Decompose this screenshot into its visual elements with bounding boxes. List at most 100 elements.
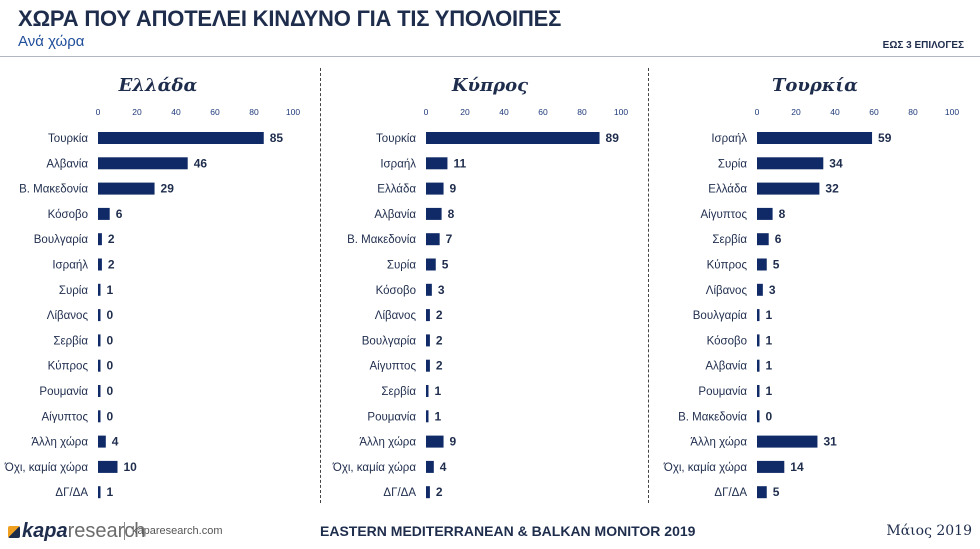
data-label: 31 — [823, 435, 837, 449]
category-label: ΔΓ/ΔΑ — [714, 487, 747, 499]
category-label: Β. Μακεδονία — [19, 184, 88, 196]
category-label: Β. Μακεδονία — [347, 234, 416, 246]
bar — [98, 283, 101, 296]
data-label: 1 — [766, 359, 773, 373]
selection-note: ΕΩΣ 3 ΕΠΙΛΟΓΕΣ — [882, 40, 964, 51]
website-text: kaparesearch.com — [132, 525, 223, 537]
category-label: ΔΓ/ΔΑ — [55, 487, 88, 499]
x-tick-label: 20 — [460, 107, 470, 117]
data-label: 89 — [606, 131, 620, 145]
category-label: Ισραήλ — [711, 133, 747, 145]
bar — [426, 233, 440, 246]
bar — [426, 207, 442, 220]
bar — [757, 207, 773, 220]
bar — [98, 334, 101, 347]
category-label: Ισραήλ — [380, 158, 416, 170]
bar — [757, 157, 824, 170]
chart-title: Ελλάδα — [118, 75, 198, 96]
category-label: Συρία — [387, 260, 416, 272]
bar — [98, 460, 118, 473]
data-label: 5 — [442, 258, 449, 272]
category-label: Άλλη χώρα — [690, 437, 747, 449]
bar — [426, 385, 429, 397]
x-tick-label: 0 — [424, 107, 429, 117]
data-label: 1 — [107, 485, 114, 499]
data-label: 2 — [436, 359, 443, 373]
bar — [426, 258, 436, 271]
data-label: 2 — [108, 232, 115, 246]
data-label: 34 — [829, 156, 843, 170]
data-label: 0 — [107, 384, 114, 398]
x-tick-label: 40 — [830, 107, 840, 117]
category-label: Αλβανία — [46, 158, 88, 170]
x-tick-label: 20 — [132, 107, 142, 117]
data-label: 9 — [450, 182, 457, 196]
category-label: Ελλάδα — [708, 184, 747, 196]
data-label: 32 — [825, 182, 839, 196]
data-label: 0 — [107, 308, 114, 322]
logo-brand: kapa — [22, 520, 68, 542]
data-label: 1 — [435, 409, 442, 423]
bar — [426, 359, 430, 372]
panel-divider-1 — [320, 68, 321, 503]
x-tick-label: 80 — [249, 107, 259, 117]
bar — [426, 486, 430, 499]
data-label: 5 — [773, 258, 780, 272]
data-label: 14 — [790, 460, 804, 474]
bar — [98, 157, 188, 170]
bar — [757, 283, 763, 296]
bar — [757, 460, 785, 473]
data-label: 0 — [107, 359, 114, 373]
bar — [757, 435, 818, 448]
data-label: 0 — [107, 409, 114, 423]
data-label: 6 — [116, 207, 123, 221]
category-label: Άλλη χώρα — [359, 437, 416, 449]
category-label: Ελλάδα — [377, 184, 416, 196]
chart-title: Τουρκία — [772, 75, 858, 96]
panel-divider-2 — [648, 68, 649, 503]
category-label: Κόσοβο — [48, 209, 88, 221]
x-tick-label: 40 — [171, 107, 181, 117]
bar — [98, 233, 102, 246]
bar — [98, 385, 101, 397]
data-label: 29 — [161, 182, 175, 196]
x-tick-label: 60 — [210, 107, 220, 117]
category-label: Όχι, καμία χώρα — [663, 462, 747, 474]
category-label: Ρουμανία — [39, 386, 88, 398]
category-label: Κόσοβο — [376, 285, 416, 297]
x-tick-label: 100 — [945, 107, 959, 117]
bar — [757, 233, 769, 246]
bar — [757, 334, 760, 347]
category-label: Βουλγαρία — [693, 310, 748, 322]
x-tick-label: 60 — [869, 107, 879, 117]
bar — [757, 258, 767, 271]
category-label: Βουλγαρία — [34, 234, 89, 246]
bar — [98, 486, 101, 499]
bar — [98, 410, 101, 423]
category-label: Αλβανία — [705, 361, 747, 373]
category-label: Λίβανος — [375, 310, 417, 322]
category-label: ΔΓ/ΔΑ — [383, 487, 416, 499]
x-tick-label: 80 — [577, 107, 587, 117]
page-title: ΧΩΡΑ ΠΟΥ ΑΠΟΤΕΛΕΙ ΚΙΝΔΥΝΟ ΓΙΑ ΤΙΣ ΥΠΟΛΟΙ… — [18, 6, 562, 31]
category-label: Συρία — [59, 285, 88, 297]
data-label: 1 — [766, 333, 773, 347]
data-label: 0 — [107, 333, 114, 347]
report-date: Μάιος 2019 — [886, 523, 972, 539]
data-label: 2 — [108, 258, 115, 272]
bar — [98, 435, 106, 448]
data-label: 9 — [450, 435, 457, 449]
data-label: 11 — [453, 156, 466, 170]
category-label: Σερβία — [53, 335, 88, 347]
category-label: Ρουμανία — [367, 411, 416, 423]
bar — [426, 182, 444, 195]
data-label: 8 — [779, 207, 786, 221]
category-label: Κύπρος — [707, 260, 748, 272]
category-label: Σερβία — [712, 234, 747, 246]
data-label: 2 — [436, 485, 443, 499]
category-label: Συρία — [718, 158, 747, 170]
bar — [98, 207, 110, 220]
bar — [757, 486, 767, 499]
data-label: 1 — [766, 384, 773, 398]
data-label: 3 — [769, 283, 776, 297]
